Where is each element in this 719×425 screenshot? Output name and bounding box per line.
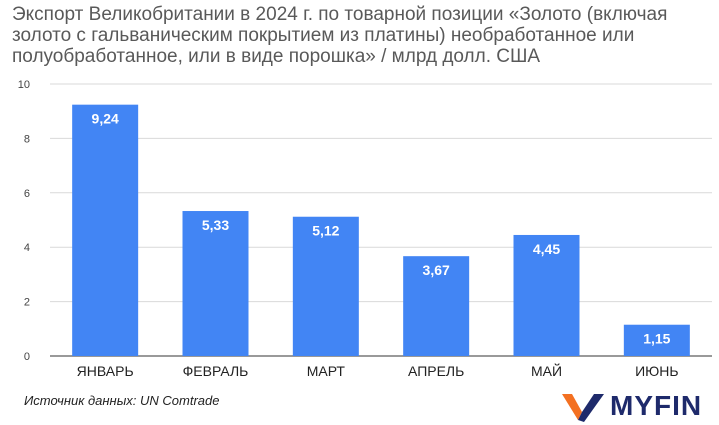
data-label: 5,33 — [202, 217, 229, 233]
bar — [292, 216, 359, 356]
myfin-logo: MYFIN — [560, 388, 702, 424]
data-label: 5,12 — [312, 223, 339, 239]
x-tick-label: ИЮНЬ — [635, 363, 679, 379]
y-tick-labels: 0 2 4 6 8 10 — [18, 79, 30, 363]
x-tick-label: МАРТ — [307, 363, 346, 379]
data-label: 1,15 — [643, 331, 670, 347]
y-tick-label: 10 — [18, 79, 30, 91]
x-tick-label: АПРЕЛЬ — [408, 363, 464, 379]
bar — [72, 104, 139, 356]
data-label: 9,24 — [92, 111, 119, 127]
logo-text: MYFIN — [610, 390, 703, 421]
x-tick-label: МАЙ — [531, 362, 562, 379]
y-tick-label: 0 — [24, 351, 30, 363]
y-tick-label: 8 — [24, 133, 30, 145]
x-tick-labels: ЯНВАРЬ ФЕВРАЛЬ МАРТ АПРЕЛЬ МАЙ ИЮНЬ — [77, 362, 679, 379]
y-tick-label: 2 — [24, 297, 30, 309]
bar — [623, 324, 690, 356]
bar — [182, 211, 249, 356]
y-tick-label: 6 — [24, 188, 30, 200]
data-labels: 9,24 5,33 5,12 3,67 4,45 1,15 — [92, 111, 671, 347]
bars — [72, 104, 690, 356]
bar — [513, 234, 580, 356]
x-tick-label: ЯНВАРЬ — [77, 363, 134, 379]
source-note: Источник данных: UN Comtrade — [24, 393, 220, 408]
x-tick-label: ФЕВРАЛЬ — [183, 363, 249, 379]
bar — [403, 256, 470, 356]
grid-lines — [50, 83, 712, 357]
data-label: 4,45 — [533, 241, 560, 257]
logo-check-icon — [562, 394, 604, 422]
data-label: 3,67 — [423, 262, 450, 278]
chart-title: Экспорт Великобритании в 2024 г. по това… — [12, 4, 668, 67]
y-tick-label: 4 — [24, 242, 30, 254]
